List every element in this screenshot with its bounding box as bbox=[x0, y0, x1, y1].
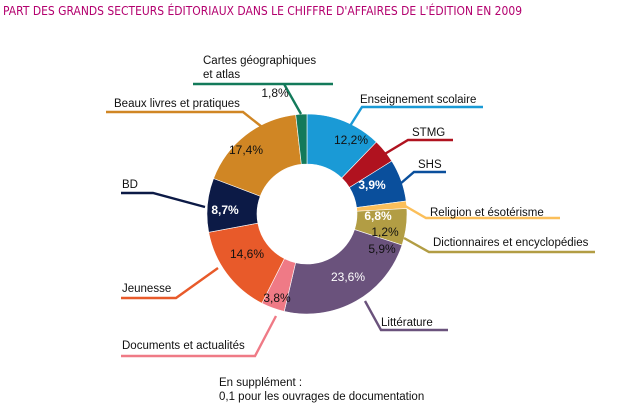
leader-line-documents-et-actualites bbox=[121, 315, 278, 358]
leader-line-stmg bbox=[382, 138, 453, 157]
leader-line-religion-et-esoterisme bbox=[399, 201, 560, 220]
value-label-bd: 8,7% bbox=[211, 203, 239, 217]
slice-litterature bbox=[283, 229, 403, 315]
category-label-religion-et-esoterisme: Religion et ésotérisme bbox=[430, 207, 544, 219]
leader-line-bd bbox=[121, 191, 206, 209]
value-label-dictionnaires-et-encyclopedies: 5,9% bbox=[368, 242, 396, 256]
category-labels: Enseignement scolaire STMG SHS Religion et … bbox=[114, 55, 589, 352]
chart-title: PART DES GRANDS SECTEURS ÉDITORIAUX DANS… bbox=[3, 3, 523, 18]
note-line-1: En supplément : bbox=[219, 377, 303, 389]
category-label-beaux-livres-et-pratiques: Beaux livres et pratiques bbox=[114, 98, 240, 110]
leader-line-enseignement-scolaire bbox=[348, 105, 483, 127]
value-label-jeunesse: 14,6% bbox=[230, 247, 264, 261]
category-label-dictionnaires-et-encyclopedies: Dictionnaires et encyclopédies bbox=[433, 237, 589, 249]
category-label-documents-et-actualites: Documents et actualités bbox=[122, 340, 245, 352]
leader-line-jeunesse bbox=[121, 267, 219, 300]
slice-cartes-geographiques-et-atlas bbox=[295, 113, 308, 165]
value-label-religion-et-esoterisme: 1,2% bbox=[371, 225, 399, 239]
category-label-shs: SHS bbox=[418, 159, 442, 171]
leader-line-litterature bbox=[363, 300, 448, 332]
supplement-note: En supplément : 0,1 pour les ouvrages de… bbox=[219, 376, 424, 404]
leader-line-cartes-geographiques-et-atlas bbox=[193, 82, 333, 115]
leader-line-shs bbox=[399, 170, 446, 185]
value-label-documents-et-actualites: 3,8% bbox=[263, 291, 291, 305]
category-label-jeunesse: Jeunesse bbox=[122, 283, 171, 295]
category-label-cartes-geographiques-et-atlas-line-2: et atlas bbox=[203, 69, 240, 81]
category-label-bd: BD bbox=[122, 179, 138, 191]
note-line-2: 0,1 pour les ouvrages de documentation bbox=[219, 391, 425, 403]
value-label-shs: 6,8% bbox=[364, 209, 392, 223]
category-label-litterature: Littérature bbox=[381, 317, 433, 329]
value-label-enseignement-scolaire: 12,2% bbox=[334, 133, 368, 147]
leader-line-dictionnaires-et-encyclopedies bbox=[403, 236, 595, 254]
value-labels: 12,2% 3,9% 6,8% 1,2% 5,9%23,6% 3,8% 14,6% 8,7% 1… bbox=[211, 86, 399, 305]
value-label-beaux-livres-et-pratiques: 17,4% bbox=[229, 143, 263, 157]
donut-slices bbox=[206, 113, 408, 315]
leader-line-beaux-livres-et-pratiques bbox=[106, 110, 263, 128]
category-label-stmg: STMG bbox=[412, 127, 445, 139]
value-label-cartes-geographiques-et-atlas: 1,8% bbox=[261, 86, 289, 100]
value-label-stmg: 3,9% bbox=[358, 178, 386, 192]
leader-lines bbox=[106, 82, 595, 358]
value-label-litterature: 23,6% bbox=[331, 270, 365, 284]
category-label-cartes-geographiques-et-atlas-line-1: Cartes géographiques bbox=[203, 55, 316, 67]
category-label-enseignement-scolaire: Enseignement scolaire bbox=[360, 94, 476, 106]
